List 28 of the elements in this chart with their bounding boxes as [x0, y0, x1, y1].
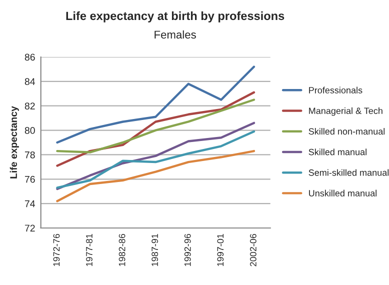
- y-axis-title: Life expectancy: [10, 106, 19, 178]
- y-tick-label: 82: [24, 102, 35, 110]
- x-tick-label: 2002-06: [250, 234, 256, 266]
- x-tick-label: 1987-91: [152, 234, 158, 266]
- y-tick-label: 80: [24, 127, 35, 134]
- line-series: [56, 150, 256, 202]
- x-tick-label: 1972-76: [53, 234, 60, 266]
- legend-label: Managerial & Tech: [309, 107, 382, 116]
- y-tick-label: 86: [24, 54, 35, 61]
- legend-label: Skilled manual: [308, 148, 366, 156]
- line-series: [56, 66, 256, 144]
- chart-subtitle: Females: [154, 30, 196, 39]
- x-tick-label: 1977-81: [86, 234, 92, 266]
- y-tick-label: 72: [24, 224, 35, 232]
- chart-title: Life expectancy at birth by professions: [66, 11, 284, 22]
- legend-label: Unskilled manual: [309, 190, 376, 196]
- y-tick-label: 74: [24, 200, 36, 208]
- x-tick-label: 1982-86: [118, 234, 126, 266]
- line-series: [56, 98, 256, 154]
- y-tick-label: 78: [24, 151, 35, 158]
- y-tick-label: 76: [24, 176, 35, 183]
- legend-label: Skilled non-manual: [308, 128, 385, 135]
- y-tick-label: 84: [24, 78, 36, 86]
- x-tick-label: 1997-01: [217, 234, 224, 266]
- legend-label: Professionals: [309, 86, 362, 94]
- legend-label: Semi-skilled manual: [308, 169, 389, 176]
- line-series: [56, 91, 256, 167]
- x-tick-label: 1992-96: [184, 234, 191, 266]
